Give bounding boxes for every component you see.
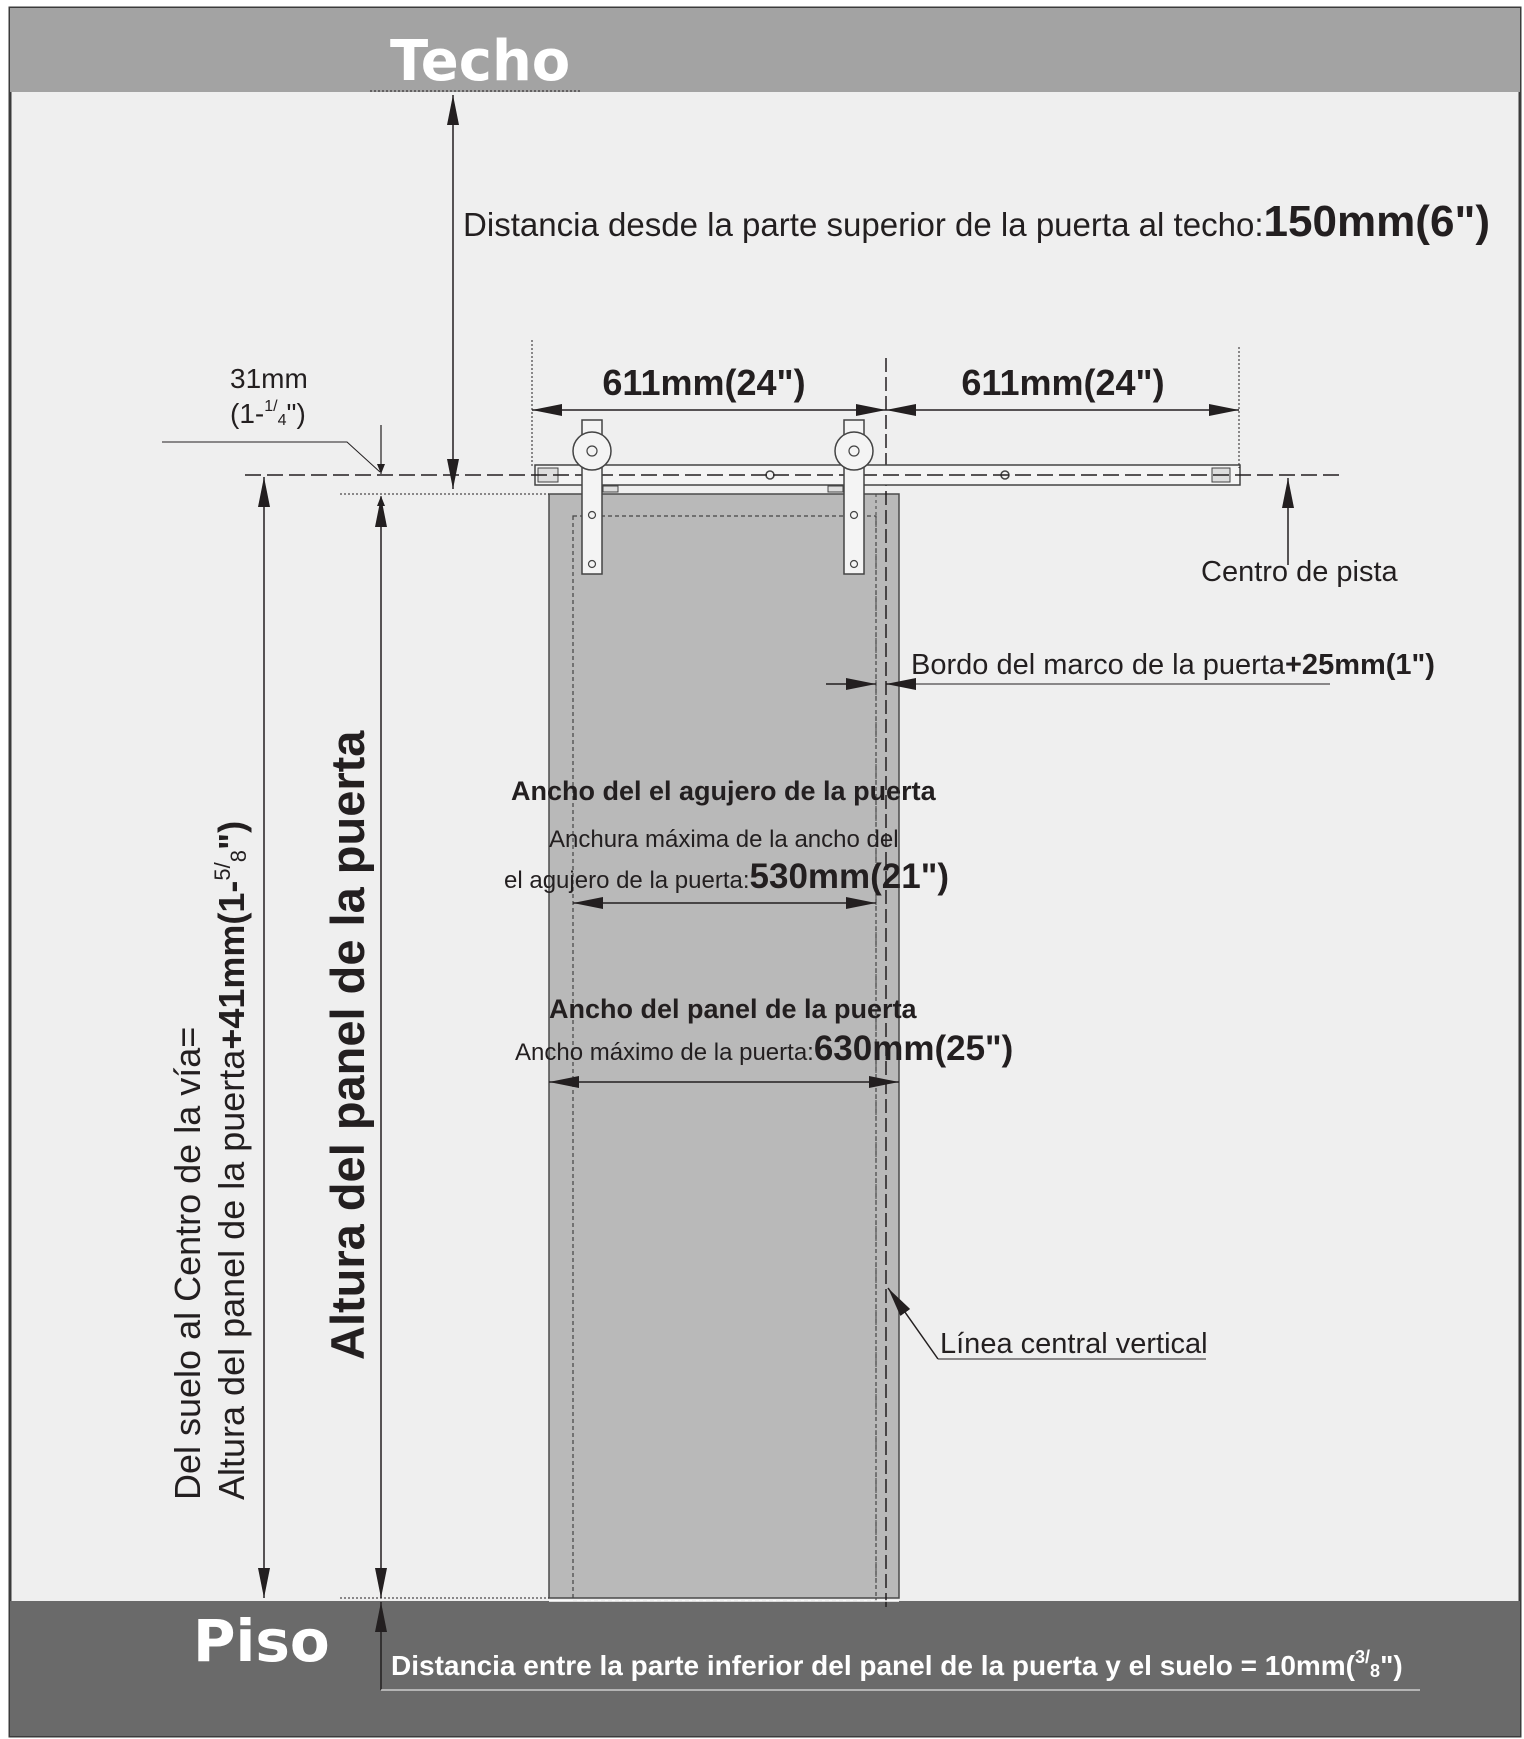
track-offset-leader bbox=[162, 441, 381, 473]
floor-to-track-line1: Del suelo al Centro de la vía= bbox=[167, 1027, 208, 1500]
opening-line2: el agujero de la puerta:530mm(21") bbox=[504, 857, 949, 896]
right-hanger bbox=[834, 419, 874, 575]
top-clearance-label: Distancia desde la parte superior de la … bbox=[463, 197, 1490, 246]
ceiling-band bbox=[10, 8, 1520, 92]
anti-jump-block bbox=[827, 485, 844, 493]
opening-title: Ancho del el agujero de la puerta bbox=[511, 776, 937, 806]
track-center-label: Centro de pista bbox=[1201, 556, 1399, 588]
door-opening-outline bbox=[572, 515, 877, 1602]
floor-to-track-line2: Altura del panel de la puerta+41mm(1-5/8… bbox=[210, 821, 252, 1500]
frame-edge-label: Bordo del marco de la puerta+25mm(1") bbox=[911, 649, 1435, 681]
spacing-left-label: 611mm(24") bbox=[602, 362, 805, 403]
ceiling-label: Techo bbox=[390, 29, 570, 94]
door-panel bbox=[548, 493, 900, 1599]
vertical-centerline-label: Línea central vertical bbox=[940, 1328, 1208, 1360]
track-offset-mm: 31mm bbox=[230, 363, 308, 394]
opening-line1: Anchura máxima de la ancho del bbox=[549, 826, 899, 853]
centerline-leader bbox=[887, 1287, 939, 1360]
floor-band bbox=[10, 1601, 1520, 1736]
spacing-right-label: 611mm(24") bbox=[961, 362, 1164, 403]
track-offset-inch: (1-1/4") bbox=[230, 398, 306, 429]
roller-wheel-icon bbox=[572, 431, 612, 471]
anti-jump-block bbox=[602, 485, 619, 493]
panel-width-line1: Ancho máximo de la puerta:630mm(25") bbox=[515, 1029, 1013, 1068]
bottom-gap-label: Distancia entre la parte inferior del pa… bbox=[391, 1647, 1403, 1681]
door-height-label: Altura del panel de la puerta bbox=[321, 730, 374, 1360]
left-hanger bbox=[572, 419, 612, 575]
panel-width-title: Ancho del panel de la puerta bbox=[549, 994, 918, 1024]
floor-label: Piso bbox=[193, 1607, 330, 1675]
roller-wheel-icon bbox=[834, 431, 874, 471]
